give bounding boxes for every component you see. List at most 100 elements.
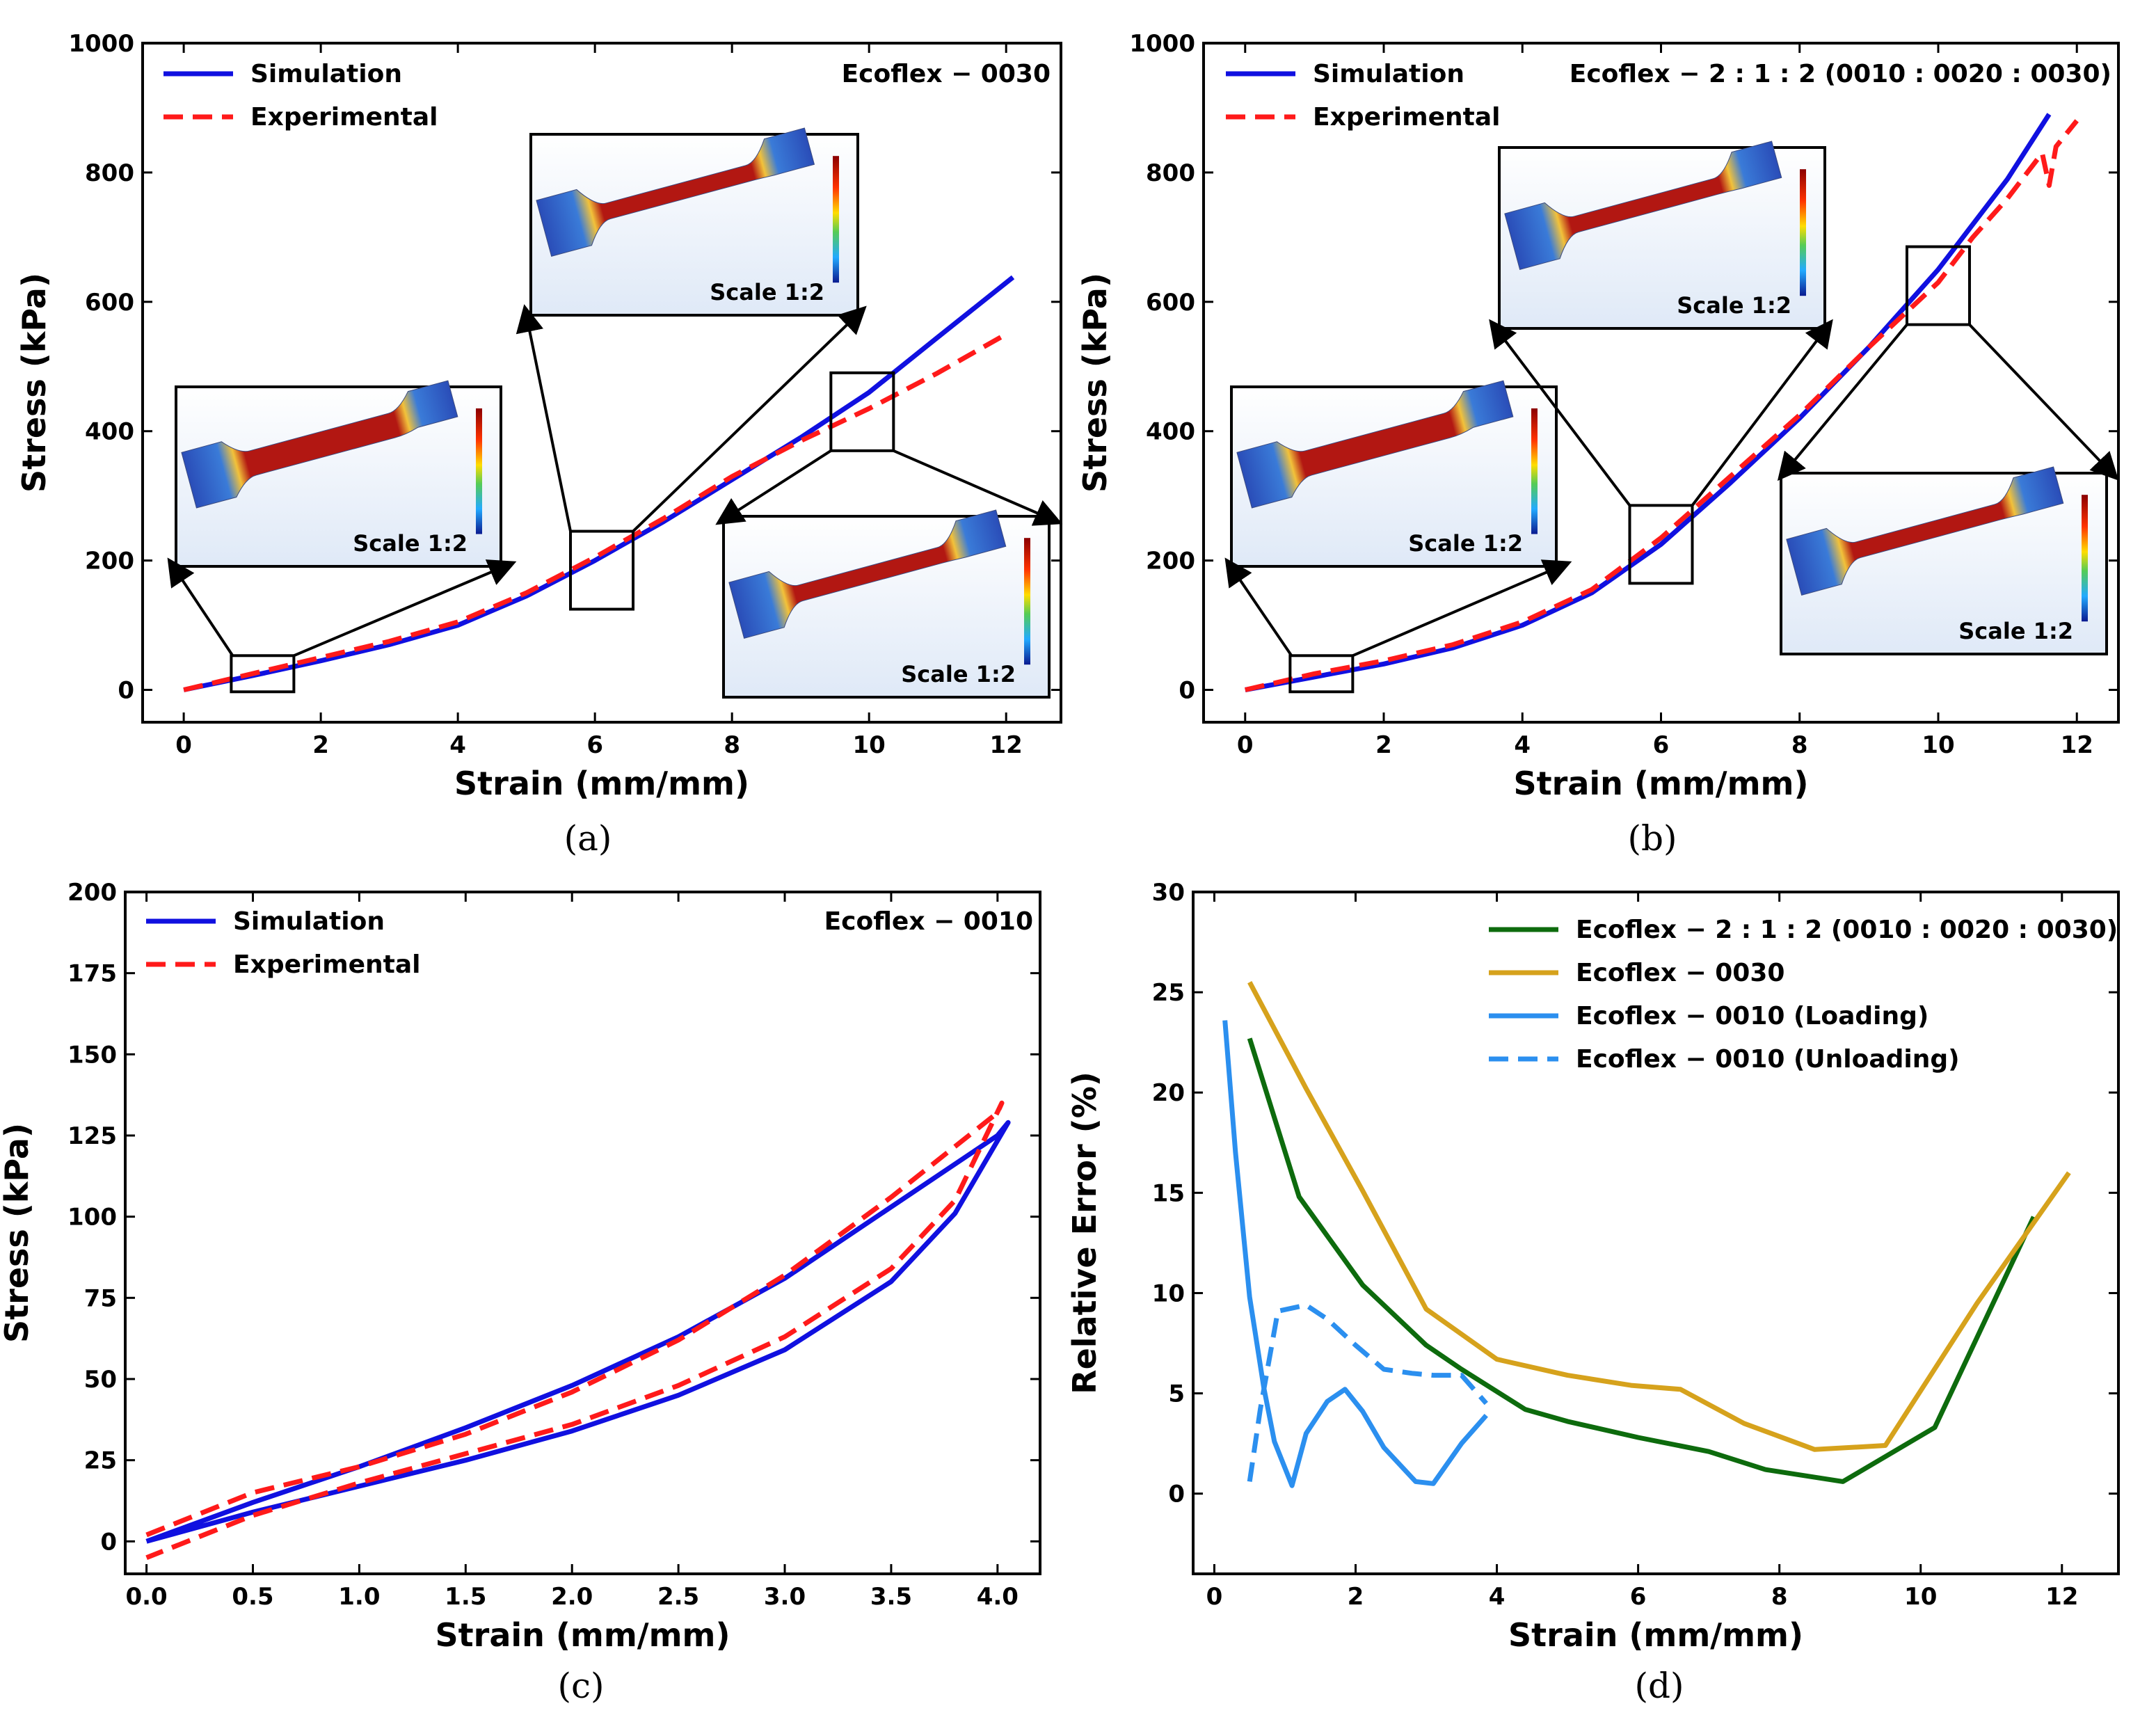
y-axis-title: Stress (kPa) [0,1123,35,1343]
panel-d: 0 2 4 6 8 10 12 0 5 10 15 20 25 30 Strain (mm/mm) Relat… [1066,879,2120,1654]
x-tick-label: 2 [1375,731,1392,759]
x-tick-label: 12 [990,731,1023,759]
colorbar [1531,408,1538,534]
x-tick-label: 2.5 [657,1583,699,1611]
dogbone-specimen [1786,466,2064,596]
series-line-d-0 [1247,1037,2036,1484]
colorbar [476,408,482,534]
y-axis-title: Stress (kPa) [1076,273,1114,493]
legend-label: Experimental [233,950,421,979]
y-tick-label: 25 [1152,979,1185,1007]
zoom-arrow [293,559,517,658]
x-tick-label: 1.5 [445,1583,486,1611]
x-tick-label: 8 [724,731,740,759]
x-tick-label: 12 [2045,1583,2078,1611]
y-tick-label: 0 [1168,1481,1185,1508]
colorbar [1024,538,1030,665]
x-tick-label: 2.0 [551,1583,593,1611]
legend-label: Simulation [1313,60,1464,88]
legend-label: Ecoflex − 0010 (Loading) [1576,1002,1929,1030]
y-tick-label: 400 [85,418,134,446]
panel-c: 0.0 0.5 1.0 1.5 2.0 2.5 3.0 3.5 4.0 0 25 50 75 100 125… [0,879,1041,1654]
x-tick-label: 6 [1630,1583,1647,1611]
legend-label: Simulation [250,60,402,88]
y-tick-label: 175 [67,960,117,988]
y-tick-label: 800 [85,159,134,187]
x-tick-label: 0.5 [232,1583,273,1611]
x-tick-label: 10 [853,731,886,759]
zoom-arrow [1777,324,1908,481]
x-tick-label: 8 [1791,731,1808,759]
y-tick-label: 1000 [1129,30,1195,58]
zoom-arrow [1224,557,1293,657]
plot-frame-a [141,42,1062,724]
caption-b: (b) [1627,818,1677,859]
simulation-inset: Scale 1:2 [1780,466,2108,655]
x-axis-title: Strain (mm/mm) [436,1616,730,1654]
zoom-arrow [1489,319,1631,507]
simulation-inset: Scale 1:2 [722,509,1051,699]
simulation-inset: Scale 1:2 [175,380,502,568]
zoom-arrow [1352,559,1572,658]
y-tick-label: 0 [118,677,134,705]
colorbar [2082,495,2088,622]
y-tick-label: 25 [84,1447,117,1475]
y-tick-label: 10 [1152,1280,1185,1307]
x-tick-label: 0 [1237,731,1254,759]
scale-label: Scale 1:2 [353,530,468,557]
y-axis-title: Relative Error (%) [1066,1071,1103,1394]
zoom-box [1288,654,1355,694]
y-tick-label: 400 [1146,418,1195,446]
plot-frame-d [1192,891,2120,1575]
scale-label: Scale 1:2 [1677,292,1791,319]
x-tick-label: 4 [449,731,466,759]
y-tick-label: 75 [84,1284,117,1312]
x-tick-label: 4 [1489,1583,1506,1611]
dogbone-specimen [728,509,1007,639]
y-tick-label: 200 [1146,548,1195,575]
zoom-arrow [893,449,1063,526]
x-tick-label: 4 [1514,731,1531,759]
legend-label: Experimental [1313,103,1501,132]
x-tick-label: 3.5 [870,1583,912,1611]
x-tick-label: 2 [312,731,329,759]
zoom-box [1628,504,1694,585]
zoom-box [569,529,634,611]
dogbone-specimen [1236,380,1514,509]
y-tick-label: 125 [67,1122,117,1150]
zoom-arrow [167,557,234,657]
colorbar [833,156,839,283]
zoom-arrow [1691,319,1833,507]
x-tick-label: 1.0 [338,1583,380,1611]
zoom-arrow [516,304,572,532]
y-tick-label: 1000 [68,30,134,58]
caption-a: (a) [564,818,612,859]
legend-label: Ecoflex − 2 : 1 : 2 (0010 : 0020 : 0030) [1576,916,2118,944]
zoom-arrow [632,305,867,533]
legend-label: Ecoflex − 0010 (Unloading) [1576,1045,1960,1074]
y-tick-label: 50 [84,1366,117,1394]
x-tick-label: 10 [1904,1583,1937,1611]
series-line-b-1 [1245,119,2079,692]
dogbone-specimen [536,127,815,257]
zoom-box [1905,245,1971,326]
x-tick-label: 6 [586,731,603,759]
series-line-a-0 [183,275,1015,692]
simulation-inset: Scale 1:2 [1498,141,1826,330]
legend-label: Simulation [233,907,385,936]
plot-frame-c [124,891,1041,1575]
material-annotation: Ecoflex − 2 : 1 : 2 (0010 : 0020 : 0030) [1570,60,2111,88]
scale-label: Scale 1:2 [1958,618,2073,644]
series-line-c-1 [145,1100,1005,1560]
y-tick-label: 150 [67,1041,117,1069]
x-tick-label: 0 [175,731,192,759]
y-tick-label: 30 [1152,879,1185,907]
caption-c: (c) [557,1666,604,1706]
material-annotation: Ecoflex − 0030 [842,60,1051,88]
simulation-inset: Scale 1:2 [1230,380,1558,568]
series-line-b-0 [1245,113,2052,692]
scale-label: Scale 1:2 [1408,530,1523,557]
x-tick-label: 0 [1206,1583,1223,1611]
legend-label: Experimental [250,103,438,132]
material-annotation: Ecoflex − 0010 [824,907,1033,936]
